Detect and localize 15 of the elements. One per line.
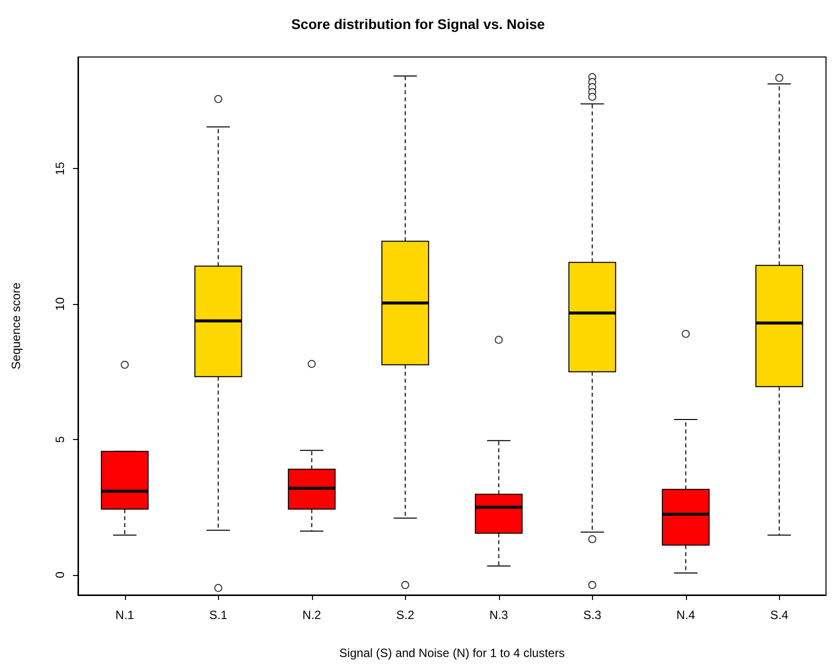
x-axis-title: Signal (S) and Noise (N) for 1 to 4 clusters <box>339 646 565 660</box>
y-tick-label: 5 <box>53 436 67 443</box>
x-tick-label: N.3 <box>489 608 508 622</box>
x-tick-label: S.4 <box>770 608 789 622</box>
y-tick-label: 10 <box>53 297 67 311</box>
x-tick-label: S.3 <box>583 608 602 622</box>
x-tick-label: S.2 <box>396 608 415 622</box>
chart-title: Score distribution for Signal vs. Noise <box>291 16 546 32</box>
y-tick-label: 15 <box>53 162 67 176</box>
x-tick-label: S.1 <box>209 608 228 622</box>
x-tick-label: N.1 <box>115 608 134 622</box>
y-axis-title: Sequence score <box>9 282 23 370</box>
x-tick-label: N.2 <box>302 608 322 622</box>
y-tick-label: 0 <box>53 571 67 578</box>
x-tick-label: N.4 <box>676 608 696 622</box>
